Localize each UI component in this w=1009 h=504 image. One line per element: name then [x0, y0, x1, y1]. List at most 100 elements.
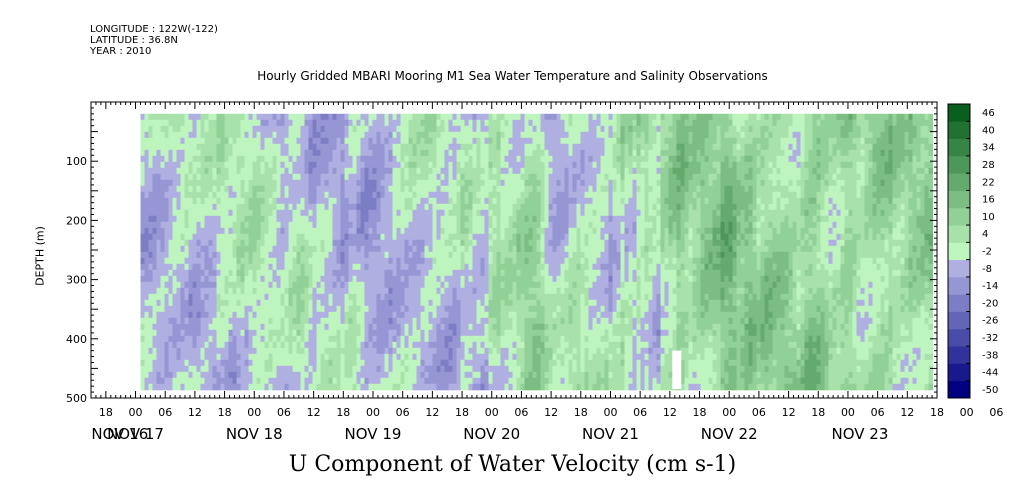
heatmap-cell	[164, 275, 169, 283]
heatmap-cell	[364, 125, 369, 133]
heatmap-cell	[512, 131, 517, 139]
heatmap-cell	[156, 209, 161, 217]
heatmap-cell	[296, 155, 301, 163]
heatmap-cell	[360, 347, 365, 355]
heatmap-cell	[200, 269, 205, 277]
heatmap-cell	[484, 131, 489, 139]
heatmap-cell	[328, 179, 333, 187]
heatmap-cell	[168, 203, 173, 211]
heatmap-cell	[372, 119, 377, 127]
heatmap-cell	[516, 233, 521, 241]
heatmap-cell	[424, 167, 429, 175]
heatmap-cell	[172, 341, 177, 349]
heatmap-cell	[300, 347, 305, 355]
heatmap-cell	[544, 185, 549, 193]
heatmap-cell	[184, 353, 189, 361]
heatmap-cell	[276, 377, 281, 385]
heatmap-cell	[300, 245, 305, 253]
heatmap-cell	[292, 305, 297, 313]
heatmap-cell	[476, 335, 481, 343]
heatmap-cell	[144, 173, 149, 181]
heatmap-cell	[484, 125, 489, 133]
heatmap-cell	[476, 131, 481, 139]
heatmap-cell	[444, 299, 449, 307]
heatmap-cell	[208, 161, 213, 169]
heatmap-cell	[212, 125, 217, 133]
heatmap-cell	[204, 323, 209, 331]
heatmap-cell	[224, 143, 229, 151]
heatmap-cell	[372, 155, 377, 163]
heatmap-cell	[568, 263, 573, 271]
heatmap-cell	[296, 311, 301, 319]
heatmap-cell	[344, 287, 349, 295]
heatmap-cell	[268, 221, 273, 229]
heatmap-cell	[232, 335, 237, 343]
heatmap-cell	[316, 119, 321, 127]
heatmap-cell	[492, 305, 497, 313]
heatmap-cell	[396, 335, 401, 343]
heatmap-cell	[404, 359, 409, 367]
heatmap-cell	[172, 251, 177, 259]
heatmap-cell	[336, 341, 341, 349]
heatmap-cell	[236, 137, 241, 145]
heatmap-cell	[316, 191, 321, 199]
heatmap-cell	[504, 155, 509, 163]
heatmap-cell	[544, 239, 549, 247]
heatmap-cell	[552, 317, 557, 325]
heatmap-cell	[440, 317, 445, 325]
heatmap-cell	[388, 239, 393, 247]
heatmap-cell	[196, 191, 201, 199]
heatmap-cell	[548, 203, 553, 211]
heatmap-cell	[160, 287, 165, 295]
heatmap-cell	[568, 245, 573, 253]
heatmap-cell	[484, 347, 489, 355]
heatmap-cell	[436, 197, 441, 205]
heatmap-cell	[308, 245, 313, 253]
heatmap-cell	[152, 317, 157, 325]
heatmap-cell	[196, 299, 201, 307]
heatmap-cell	[348, 155, 353, 163]
heatmap-cell	[396, 305, 401, 313]
heatmap-cell	[168, 323, 173, 331]
heatmap-cell	[340, 287, 345, 295]
heatmap-cell	[344, 383, 349, 391]
heatmap-cell	[548, 167, 553, 175]
heatmap-cell	[340, 257, 345, 265]
heatmap-cell	[464, 299, 469, 307]
heatmap-cell	[284, 257, 289, 265]
heatmap-cell	[236, 233, 241, 241]
heatmap-cell	[272, 113, 277, 121]
heatmap-cell	[216, 197, 221, 205]
heatmap-cell	[472, 383, 477, 391]
heatmap-cell	[504, 149, 509, 157]
heatmap-cell	[348, 317, 353, 325]
heatmap-cell	[188, 275, 193, 283]
heatmap-cell	[500, 173, 505, 181]
heatmap-cell	[464, 191, 469, 199]
heatmap-cell	[336, 125, 341, 133]
heatmap-cell	[268, 149, 273, 157]
heatmap-cell	[560, 173, 565, 181]
heatmap-cell	[528, 167, 533, 175]
heatmap-cell	[144, 179, 149, 187]
heatmap-cell	[148, 221, 153, 229]
heatmap-cell	[224, 221, 229, 229]
heatmap-cell	[424, 185, 429, 193]
heatmap-cell	[168, 125, 173, 133]
heatmap-cell	[504, 257, 509, 265]
heatmap-cell	[420, 365, 425, 373]
heatmap-cell	[168, 311, 173, 319]
heatmap-cell	[564, 323, 569, 331]
heatmap-cell	[380, 191, 385, 199]
heatmap-cell	[216, 203, 221, 211]
heatmap-cell	[324, 125, 329, 133]
heatmap-cell	[324, 155, 329, 163]
heatmap-cell	[240, 281, 245, 289]
heatmap-cell	[476, 191, 481, 199]
heatmap-cell	[444, 143, 449, 151]
heatmap-cell	[436, 215, 441, 223]
heatmap-cell	[176, 365, 181, 373]
heatmap-cell	[316, 221, 321, 229]
heatmap-cell	[140, 227, 145, 235]
heatmap-cell	[432, 287, 437, 295]
